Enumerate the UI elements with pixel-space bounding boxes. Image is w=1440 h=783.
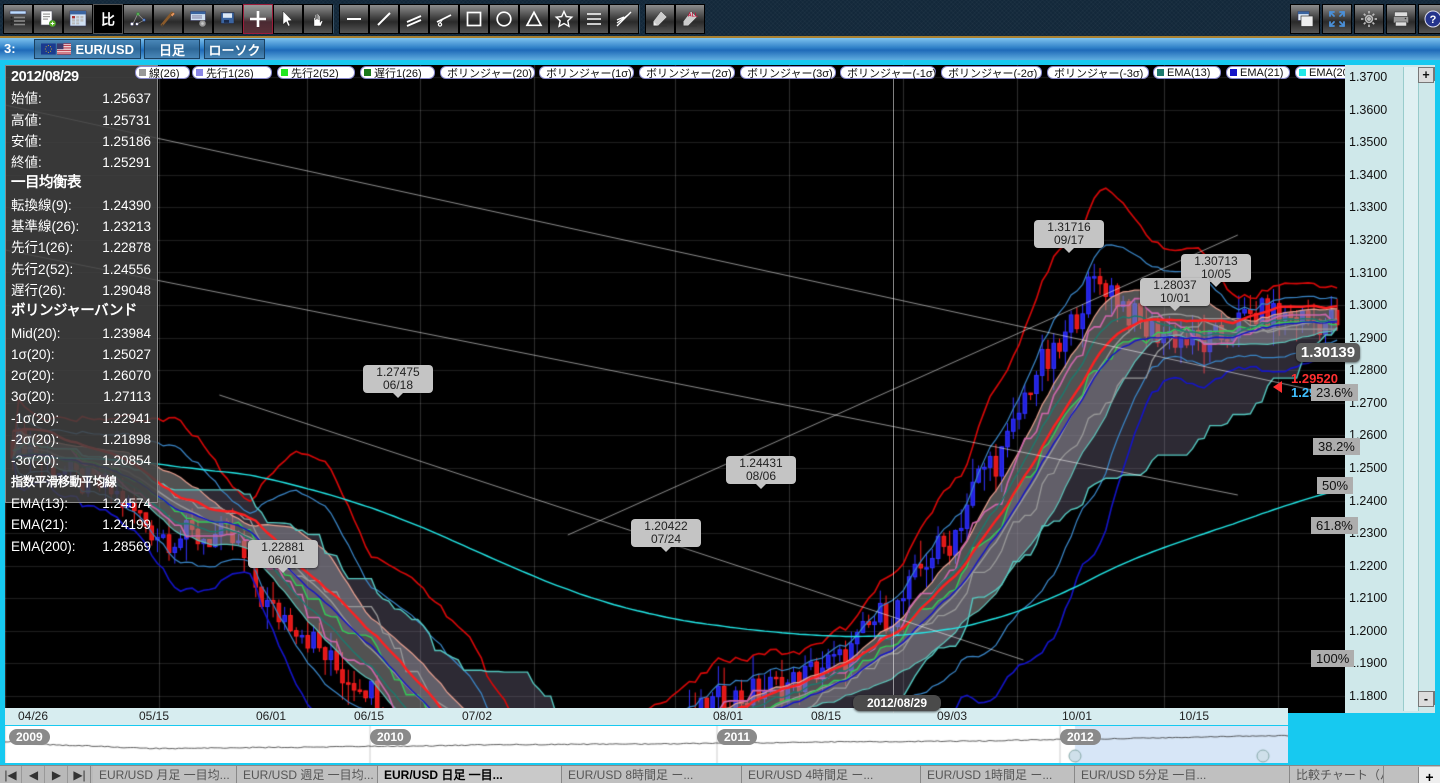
- svg-text:ALL: ALL: [688, 13, 699, 19]
- svg-text:?: ?: [1430, 14, 1437, 26]
- svg-text:比: 比: [101, 12, 115, 28]
